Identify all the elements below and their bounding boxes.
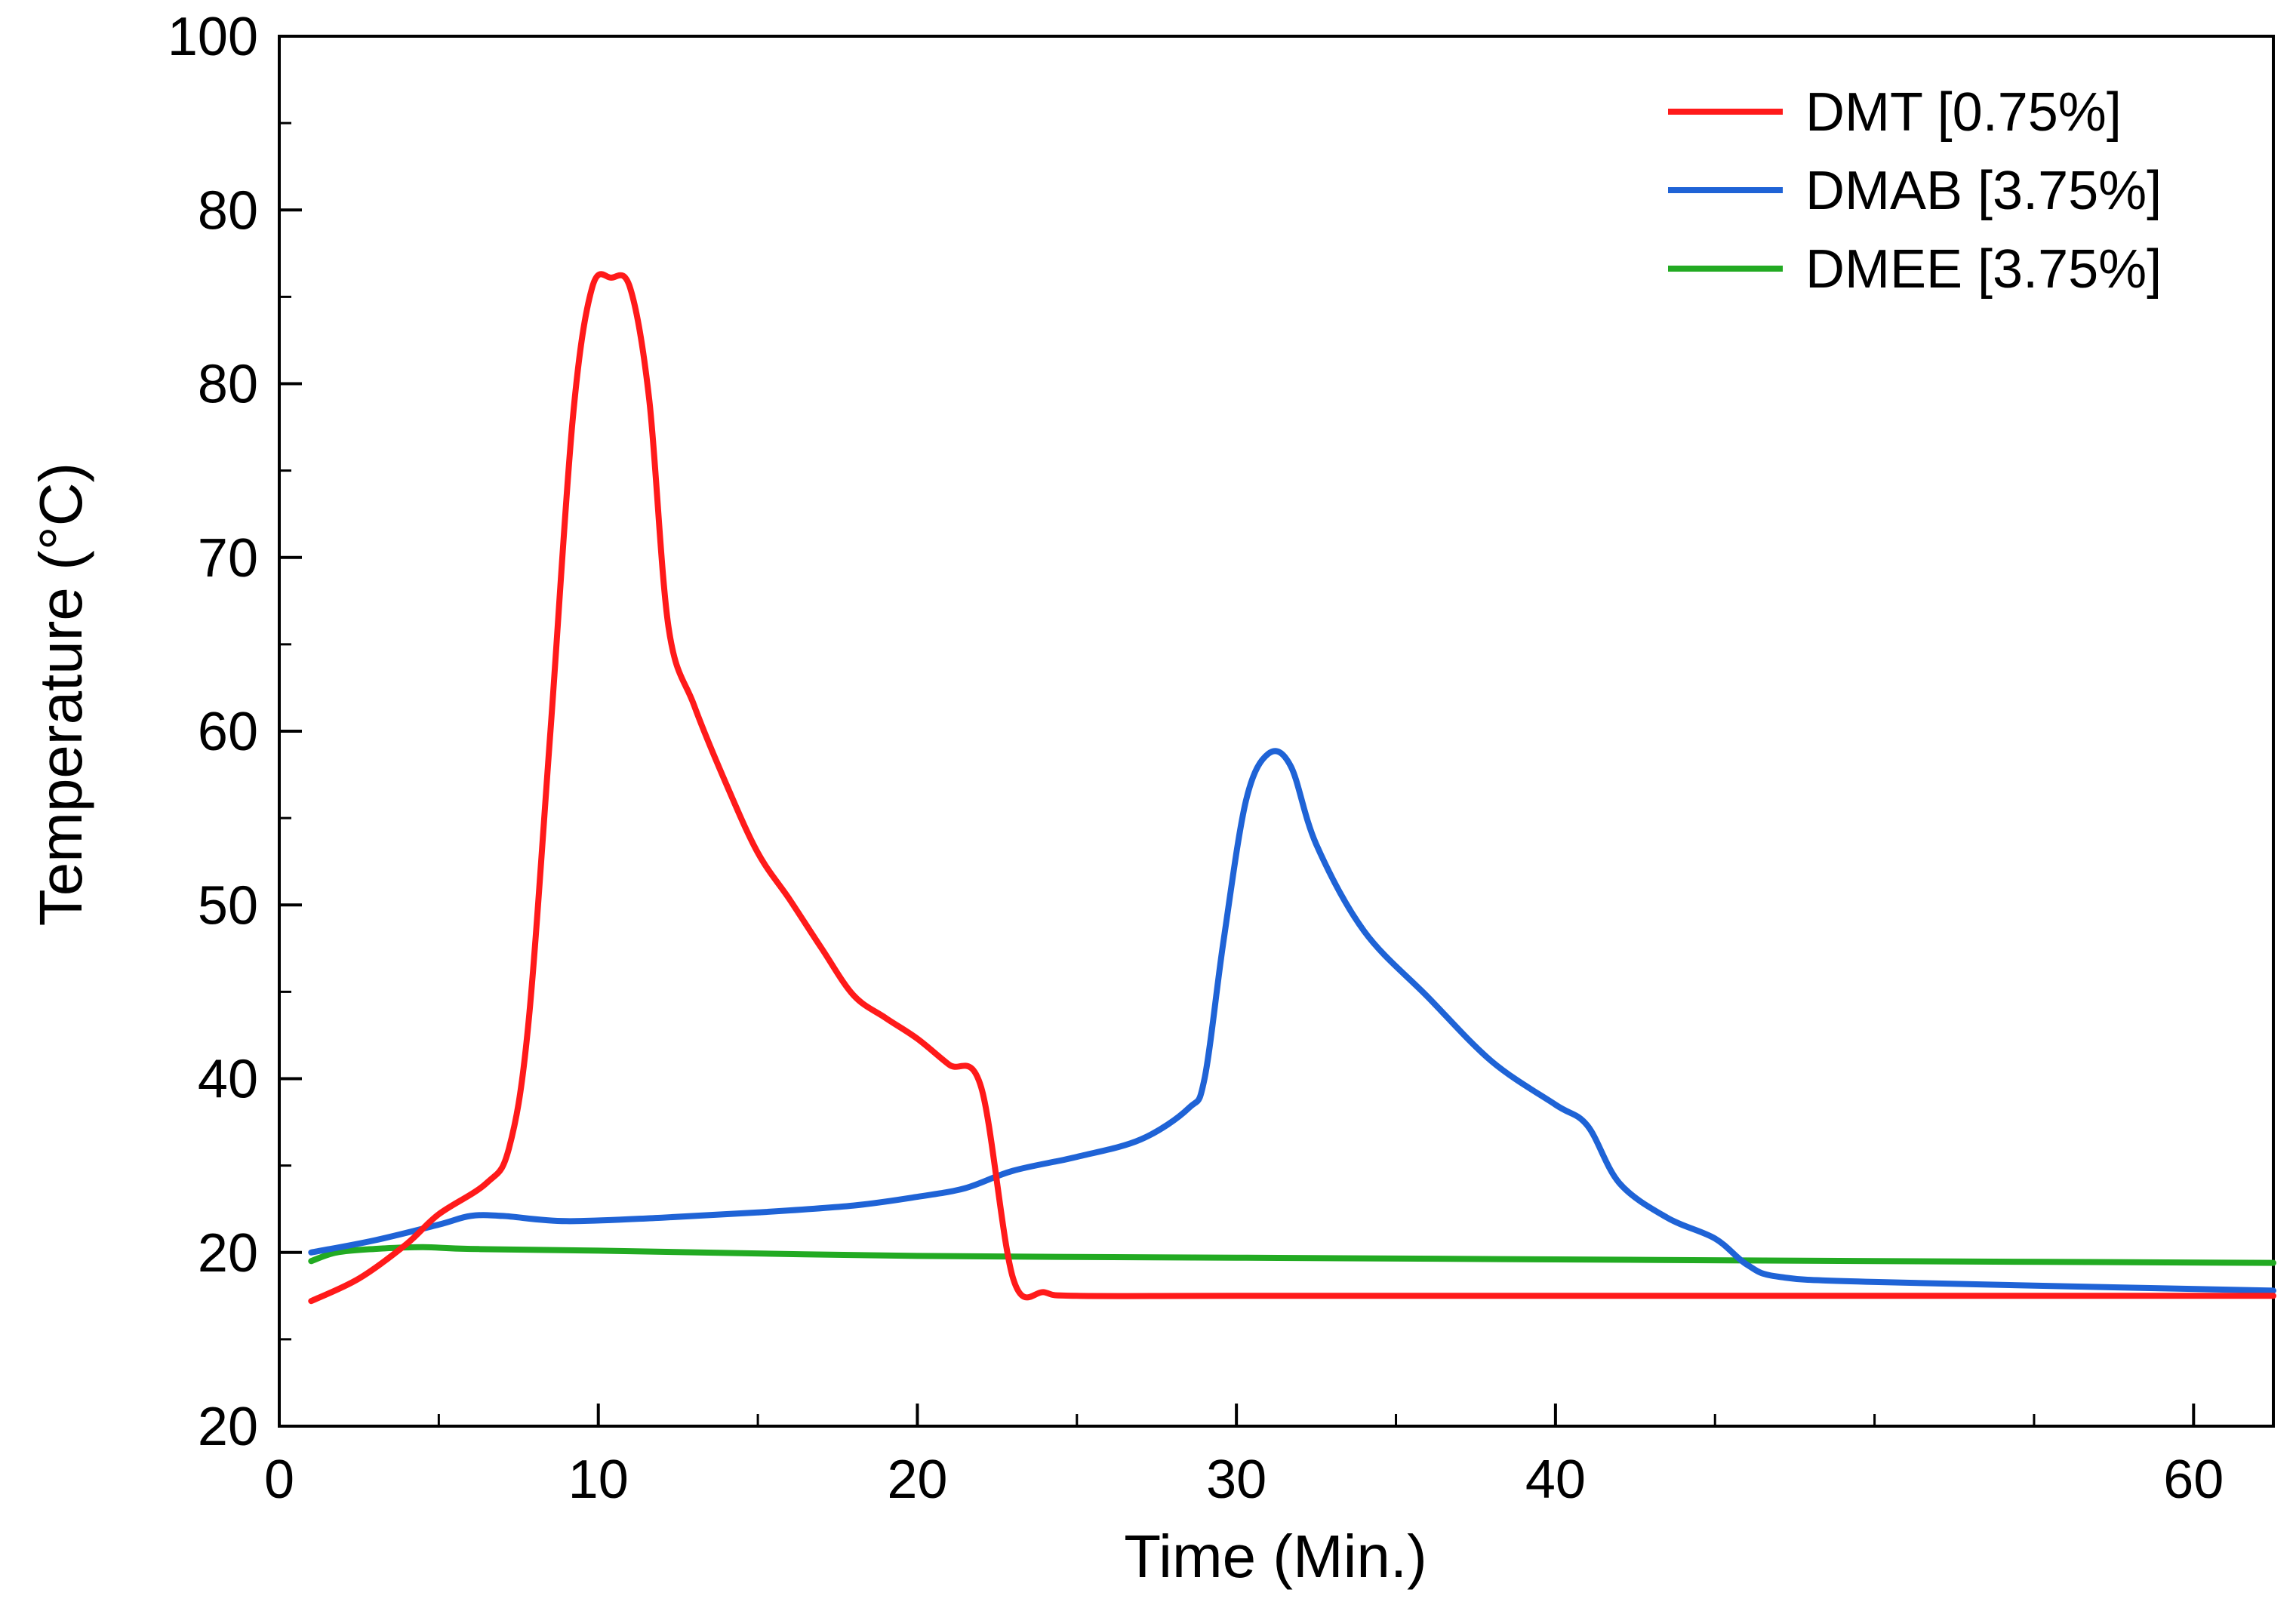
x-tick-label: 40 xyxy=(1525,1450,1586,1510)
y-tick-label: 60 xyxy=(198,702,258,762)
legend: DMT [0.75%] DMAB [3.75%] DMEE [3.75%] xyxy=(1668,82,2162,300)
y-tick-label: 20 xyxy=(198,1223,258,1284)
series-line-dmab xyxy=(308,748,2276,1294)
y-tick-label: 80 xyxy=(198,180,258,241)
y-tick-label: 100 xyxy=(168,7,258,67)
x-tick-label: 30 xyxy=(1206,1450,1266,1510)
y-tick-label: 20 xyxy=(198,1397,258,1457)
legend-label-dmee: DMEE [3.75%] xyxy=(1805,239,2162,300)
x-axis: 0 10 20 30 40 60 xyxy=(264,1404,2224,1510)
x-tick-label: 60 xyxy=(2163,1450,2224,1510)
y-tick-label: 80 xyxy=(198,355,258,415)
y-tick-label: 40 xyxy=(198,1050,258,1110)
x-tick-label: 10 xyxy=(568,1450,629,1510)
y-axis: 20 20 40 50 60 70 80 80 100 xyxy=(168,7,302,1457)
legend-label-dmt: DMT [0.75%] xyxy=(1805,82,2122,143)
legend-label-dmab: DMAB [3.75%] xyxy=(1805,161,2162,221)
series-line-dmt xyxy=(308,271,2276,1305)
x-tick-label: 20 xyxy=(887,1450,947,1510)
y-axis-title: Temperature (°C) xyxy=(27,463,94,926)
y-tick-label: 50 xyxy=(198,875,258,936)
series-line-dmee xyxy=(308,1244,2276,1266)
x-axis-title: Time (Min.) xyxy=(1124,1523,1427,1590)
series-layer xyxy=(308,271,2276,1305)
y-tick-label: 70 xyxy=(198,528,258,589)
x-tick-label: 0 xyxy=(264,1450,294,1510)
